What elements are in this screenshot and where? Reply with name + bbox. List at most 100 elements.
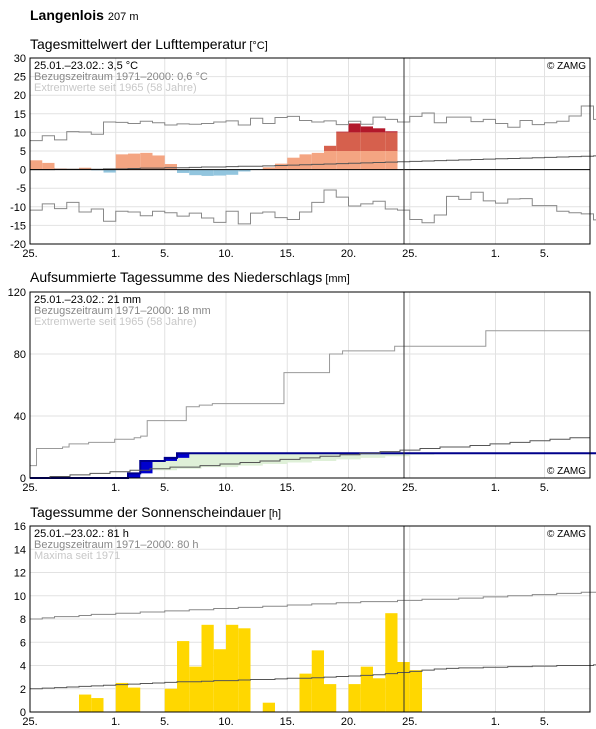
sunshine-bar [348,684,361,712]
y-tick-label: 4 [20,661,26,673]
sunshine-bar [360,666,373,712]
precip-increment [128,473,141,478]
y-tick-label: 25 [14,72,26,84]
temp-bar [324,145,337,151]
y-tick-label: -20 [10,239,26,251]
temperature-unit: [°C] [249,40,268,52]
temp-bar [385,132,398,151]
sunshine-title-text: Tagessumme der Sonnenscheindauer [30,504,266,520]
sunshine-bar [311,650,324,712]
y-tick-label: 80 [14,349,26,361]
precip-increment [177,453,190,458]
temp-bar [336,132,349,151]
extreme-max-line [30,105,596,142]
sunshine-bar [79,694,92,712]
x-tick-label: 10. [218,716,233,728]
x-tick-label: 5. [160,248,169,260]
precipitation-title-text: Aufsummierte Tagessumme des Niederschlag… [30,269,323,285]
temp-bar [103,169,116,173]
temp-bar [360,126,373,133]
y-tick-label: 120 [8,287,26,299]
x-tick-label: 20. [341,248,356,260]
x-tick-label: 20. [341,482,356,494]
sunshine-bar [373,678,386,712]
temp-bar [115,154,128,170]
x-tick-label: 1. [111,482,120,494]
temp-bar [373,151,386,170]
precip-increment [164,457,177,461]
extreme-max-line [30,330,590,467]
temp-bar [140,152,153,170]
y-tick-label: 0 [20,473,26,485]
sunshine-bar [324,684,337,712]
y-tick-label: 10 [14,127,26,139]
y-tick-label: 2 [20,684,26,696]
sunshine-bar [238,628,251,712]
temp-bar [348,132,361,151]
temp-bar [262,167,275,170]
y-tick-label: -10 [10,202,26,214]
plot-frame [29,57,591,245]
temp-bar [373,128,386,133]
y-tick-label: 20 [14,90,26,102]
x-tick-label: 20. [341,716,356,728]
temp-bar [189,169,202,176]
maxima-line [30,591,596,620]
normal-line [30,437,590,479]
temp-bar [336,151,349,170]
info-line-1: 25.01.–23.02.: 81 h [34,528,129,540]
y-tick-label: 6 [20,637,26,649]
x-tick-label: 5. [540,716,549,728]
temp-bar [30,160,43,170]
normal-line [30,155,596,171]
temp-bar [287,157,300,170]
sunshine-bar [201,624,214,712]
y-tick-label: 5 [20,146,26,158]
temp-bar [360,132,373,151]
temperature-chart-title: Tagesmittelwert der Lufttemperatur [°C] [30,36,268,52]
x-tick-label: 15. [280,482,295,494]
sunshine-bar [115,682,128,712]
info-line-3: Maxima seit 1971 [34,550,120,562]
sunshine-bar [189,666,202,712]
y-tick-label: 10 [14,591,26,603]
sunshine-bar [164,688,177,712]
y-tick-label: 40 [14,411,26,423]
observed-line [30,452,596,479]
sunshine-bar [177,641,190,712]
sunshine-bar [262,702,275,712]
temp-bar [238,169,251,172]
y-tick-label: 15 [14,109,26,121]
y-tick-label: 14 [14,544,26,556]
temp-bar [385,151,398,170]
temp-bar [226,169,239,175]
plot-frame [29,291,591,479]
zamg-credit: © ZAMG [547,529,586,540]
station-elevation: 207 m [107,11,139,23]
x-tick-label: 1. [491,482,500,494]
extreme-min-line [30,189,596,225]
sunshine-bar [91,698,104,712]
temp-bar [275,163,288,170]
plot-frame [29,525,591,713]
temp-bar [42,162,55,170]
x-tick-label: 25. [402,716,417,728]
x-tick-label: 25. [402,482,417,494]
x-tick-label: 5. [160,716,169,728]
temperature-title-text: Tagesmittelwert der Lufttemperatur [30,36,247,52]
temp-bar [336,131,349,133]
temp-bar [373,132,386,151]
temp-bar [348,123,361,133]
x-tick-label: 25. [22,248,37,260]
y-tick-label: -15 [10,220,26,232]
temp-bar [201,169,214,176]
info-line-3: Extremwerte seit 1965 (58 Jahre) [34,316,197,328]
sunshine-bar [409,670,422,712]
station-name: Langenlois [30,7,104,23]
x-tick-label: 10. [218,482,233,494]
x-tick-label: 1. [111,716,120,728]
normal-line [30,664,596,690]
info-line-1: 25.01.–23.02.: 21 mm [34,294,141,306]
